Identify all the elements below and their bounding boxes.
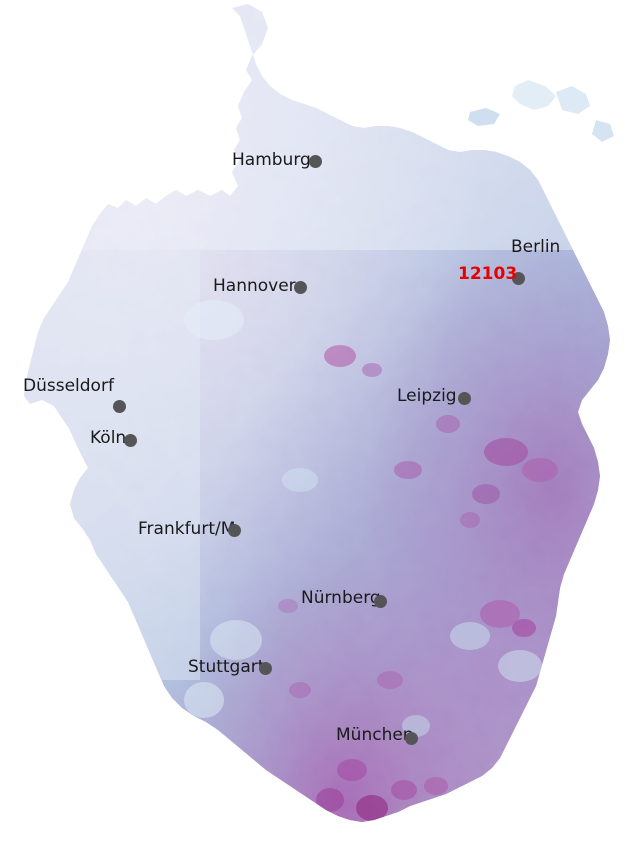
city-dot-munchen[interactable] [405,732,418,745]
city-label-stuttgart: Stuttgart [188,657,265,677]
city-label-dusseldorf: Düsseldorf [23,376,114,396]
city-dot-hannover[interactable] [294,281,307,294]
city-dot-dusseldorf[interactable] [113,400,126,413]
city-label-frankfurt: Frankfurt/M [138,519,236,539]
low-value-pockets [184,300,542,737]
city-dot-stuttgart[interactable] [259,662,272,675]
highlighted-postal-code-label: 12103 [458,264,518,284]
city-dot-berlin[interactable] [512,272,525,285]
city-dot-nurnberg[interactable] [374,595,387,608]
city-dot-koln[interactable] [124,434,137,447]
city-dot-frankfurt[interactable] [228,524,241,537]
city-label-leipzig: Leipzig [397,386,457,406]
city-dot-hamburg[interactable] [309,155,322,168]
city-label-hamburg: Hamburg [232,150,311,170]
city-label-hannover: Hannover [213,276,296,296]
city-label-berlin: Berlin [511,237,561,257]
coastline-islands [468,80,614,142]
city-label-koln: Köln [90,428,127,448]
city-dot-leipzig[interactable] [458,392,471,405]
city-label-nurnberg: Nürnberg [301,588,381,608]
city-label-munchen: München [336,725,414,745]
